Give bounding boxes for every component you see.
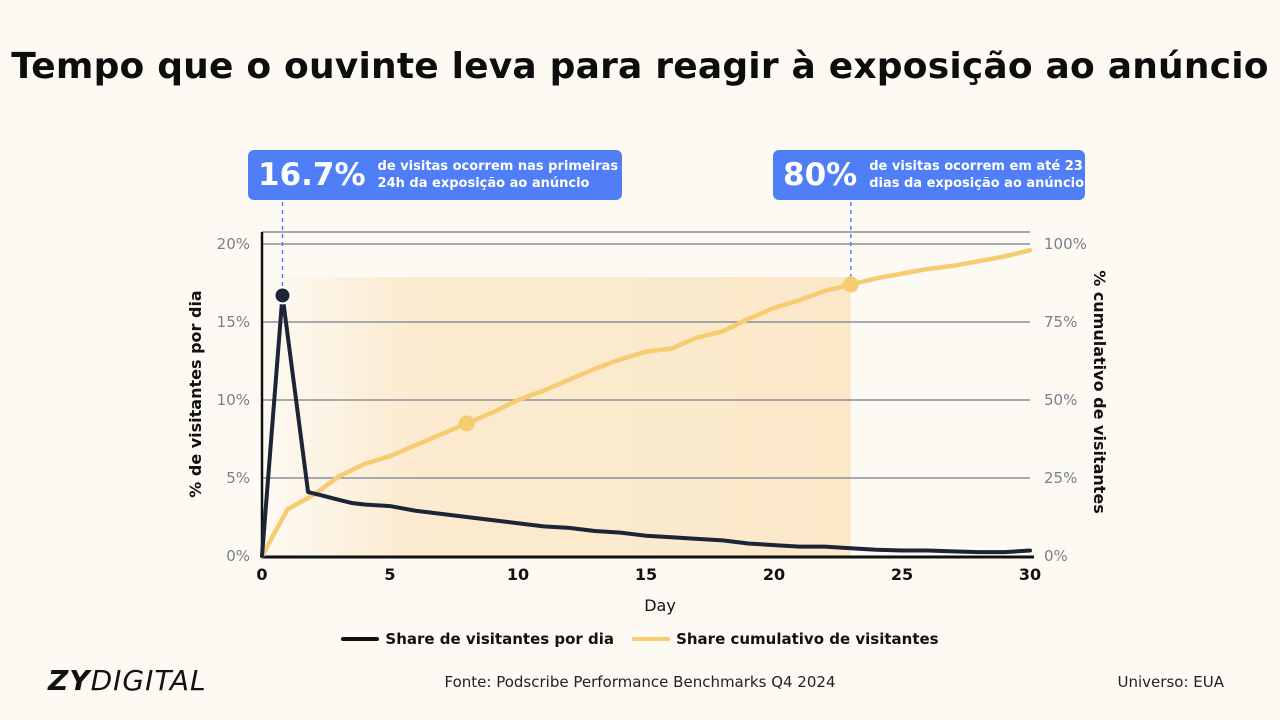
legend-item-cumulative: Share cumulativo de visitantes <box>632 630 939 648</box>
y-left-tick-label: 10% <box>217 391 250 409</box>
legend-swatch-cumulative <box>632 637 671 641</box>
x-tick-label: 25 <box>891 565 913 584</box>
page-title: Tempo que o ouvinte leva para reagir à e… <box>11 46 1269 87</box>
callout-23-days: 80% de visitas ocorrem em até 23 dias da… <box>773 150 1085 200</box>
y-left-tick-label: 0% <box>226 547 250 565</box>
x-tick-label: 10 <box>507 565 529 584</box>
daily-peak-marker <box>275 288 290 303</box>
legend-swatch-daily <box>341 637 380 641</box>
y-right-axis-title: % cumulativo de visitantes <box>1090 270 1109 514</box>
legend-label-cumulative: Share cumulativo de visitantes <box>676 630 939 648</box>
y-right-tick-label: 0% <box>1044 547 1068 565</box>
source-note: Fonte: Podscribe Performance Benchmarks … <box>444 673 836 691</box>
y-right-tick-label: 75% <box>1044 313 1077 331</box>
cumulative-marker-1 <box>842 276 859 293</box>
logo-digital: DIGITAL <box>90 664 207 697</box>
x-tick-label: 20 <box>763 565 785 584</box>
callout-first-day: 16.7% de visitas ocorrem nas primeiras 2… <box>248 150 622 200</box>
callout-first-day-line1: de visitas ocorrem nas primeiras <box>377 159 619 174</box>
callout-first-day-line2: 24h da exposição ao anúncio <box>377 176 590 191</box>
callout-23-days-line1: de visitas ocorrem em até 23 <box>869 159 1083 174</box>
y-left-tick-label: 20% <box>217 235 250 253</box>
y-left-tick-label: 5% <box>226 469 250 487</box>
legend-item-daily: Share de visitantes por dia <box>341 630 614 648</box>
callout-23-days-line2: dias da exposição ao anúncio <box>869 176 1085 191</box>
cumulative-series-line <box>259 247 1033 559</box>
highlight-band <box>262 277 851 557</box>
legend-label-daily: Share de visitantes por dia <box>385 630 615 648</box>
y-left-axis-title: % de visitantes por dia <box>186 290 205 497</box>
callout-first-day-value: 16.7% <box>258 157 366 193</box>
x-tick-label: 30 <box>1019 565 1041 584</box>
y-right-tick-label: 25% <box>1044 469 1077 487</box>
universe-note: Universo: EUA <box>1117 673 1224 691</box>
callout-23-days-text: de visitas ocorrem em até 23 dias da exp… <box>869 158 1084 192</box>
x-tick-label: 5 <box>384 565 395 584</box>
daily-series-line <box>260 293 1032 558</box>
y-right-tick-label: 100% <box>1044 235 1087 253</box>
x-axis-title: Day <box>644 596 676 615</box>
x-tick-label: 0 <box>256 565 267 584</box>
logo-zy: ZY <box>48 664 91 697</box>
cumulative-marker-0 <box>458 415 475 432</box>
x-tick-label: 15 <box>635 565 657 584</box>
callout-first-day-text: de visitas ocorrem nas primeiras 24h da … <box>378 158 619 192</box>
y-left-tick-label: 15% <box>217 313 250 331</box>
callout-23-days-value: 80% <box>783 157 858 193</box>
y-right-tick-label: 50% <box>1044 391 1077 409</box>
zy-digital-logo: ZYDIGITAL <box>48 664 207 697</box>
chart-legend: Share de visitantes por dia Share cumula… <box>0 630 1280 648</box>
